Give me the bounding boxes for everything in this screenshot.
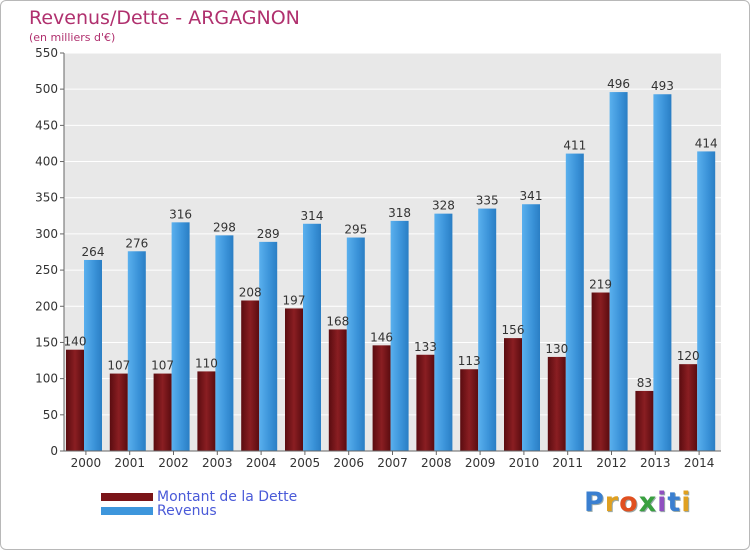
- data-label-revenus: 276: [125, 236, 148, 250]
- legend-swatch-dette: [101, 493, 153, 501]
- bar-dette: [547, 356, 566, 451]
- legend-label-dette: Montant de la Dette: [157, 489, 298, 505]
- bar-dette: [416, 354, 435, 451]
- data-label-dette: 83: [637, 376, 652, 390]
- data-label-revenus: 298: [213, 220, 236, 234]
- data-label-dette: 208: [239, 285, 262, 299]
- x-tick-label: 2012: [596, 456, 627, 470]
- bar-revenus: [697, 151, 716, 451]
- data-label-dette: 107: [107, 359, 130, 373]
- y-tick-label: 100: [35, 372, 58, 386]
- y-tick-label: 0: [50, 444, 58, 458]
- data-label-dette: 146: [370, 330, 393, 344]
- data-label-revenus: 335: [476, 194, 499, 208]
- x-tick-label: 2009: [465, 456, 496, 470]
- y-tick-label: 500: [35, 82, 58, 96]
- x-tick-label: 2010: [509, 456, 540, 470]
- bar-revenus: [303, 223, 321, 451]
- y-tick-label: 450: [35, 118, 58, 132]
- x-tick-label: 2000: [71, 456, 102, 470]
- chart-subtitle: (en milliers d'€): [29, 31, 116, 44]
- bar-dette: [109, 373, 128, 451]
- data-label-dette: 130: [545, 342, 568, 356]
- bar-revenus: [171, 222, 190, 451]
- y-tick-label: 150: [35, 335, 58, 349]
- data-label-revenus: 314: [301, 209, 324, 223]
- data-label-revenus: 341: [520, 189, 543, 203]
- bar-revenus: [653, 94, 672, 451]
- y-tick-label: 250: [35, 263, 58, 277]
- x-tick-label: 2001: [114, 456, 145, 470]
- data-label-dette: 133: [414, 340, 437, 354]
- proxiti-logo: Proxiti: [584, 487, 692, 518]
- bar-dette: [197, 371, 216, 451]
- legend-label-revenus: Revenus: [157, 503, 217, 519]
- x-tick-label: 2011: [552, 456, 583, 470]
- bar-dette: [460, 369, 479, 451]
- bar-revenus: [127, 251, 146, 451]
- bar-revenus: [346, 237, 365, 451]
- data-label-dette: 140: [64, 335, 87, 349]
- y-tick-label: 350: [35, 191, 58, 205]
- data-label-dette: 110: [195, 356, 218, 370]
- data-label-dette: 107: [151, 359, 174, 373]
- bar-revenus: [522, 204, 540, 451]
- bar-revenus: [565, 153, 584, 451]
- data-label-dette: 113: [458, 354, 481, 368]
- y-tick-label: 200: [35, 299, 58, 313]
- x-tick-label: 2005: [290, 456, 321, 470]
- bar-dette: [504, 338, 522, 451]
- x-tick-label: 2008: [421, 456, 452, 470]
- chart-title: Revenus/Dette - ARGAGNON: [29, 7, 300, 29]
- legend-item-revenus: Revenus: [101, 503, 217, 519]
- bar-dette: [285, 308, 303, 451]
- x-tick-label: 2002: [158, 456, 189, 470]
- bar-dette: [328, 329, 347, 451]
- data-label-revenus: 328: [432, 199, 455, 213]
- bar-revenus: [259, 241, 278, 451]
- y-tick-label: 400: [35, 155, 58, 169]
- bar-revenus: [434, 213, 453, 451]
- data-label-revenus: 316: [169, 207, 192, 221]
- bar-dette: [635, 390, 654, 451]
- data-label-dette: 219: [589, 278, 612, 292]
- x-tick-label: 2013: [640, 456, 671, 470]
- x-tick-label: 2006: [333, 456, 364, 470]
- bar-dette: [153, 373, 172, 451]
- data-label-revenus: 295: [344, 223, 367, 237]
- data-label-revenus: 496: [607, 77, 630, 91]
- data-label-revenus: 411: [563, 139, 586, 153]
- x-tick-label: 2004: [246, 456, 277, 470]
- legend-swatch-revenus: [101, 507, 153, 515]
- y-tick-label: 50: [43, 408, 58, 422]
- y-tick-label: 550: [35, 46, 58, 60]
- data-label-dette: 156: [502, 323, 525, 337]
- data-label-revenus: 414: [695, 136, 718, 150]
- bar-dette: [679, 364, 698, 451]
- y-tick-label: 300: [35, 227, 58, 241]
- bar-dette: [66, 349, 84, 451]
- data-label-dette: 120: [677, 349, 700, 363]
- x-tick-label: 2014: [684, 456, 715, 470]
- bar-revenus: [84, 259, 102, 451]
- bar-revenus: [215, 235, 234, 451]
- x-tick-label: 2003: [202, 456, 233, 470]
- data-label-revenus: 318: [388, 206, 411, 220]
- bar-dette: [241, 300, 260, 451]
- x-tick-label: 2007: [377, 456, 408, 470]
- data-label-dette: 168: [326, 314, 349, 328]
- bar-revenus: [390, 220, 409, 451]
- bar-revenus: [609, 92, 628, 452]
- bar-revenus: [478, 208, 497, 451]
- data-label-revenus: 264: [82, 245, 105, 259]
- data-label-revenus: 493: [651, 79, 674, 93]
- data-label-revenus: 289: [257, 227, 280, 241]
- legend-item-dette: Montant de la Dette: [101, 489, 297, 505]
- bar-dette: [372, 345, 391, 451]
- data-label-dette: 197: [283, 293, 306, 307]
- bar-dette: [591, 292, 610, 451]
